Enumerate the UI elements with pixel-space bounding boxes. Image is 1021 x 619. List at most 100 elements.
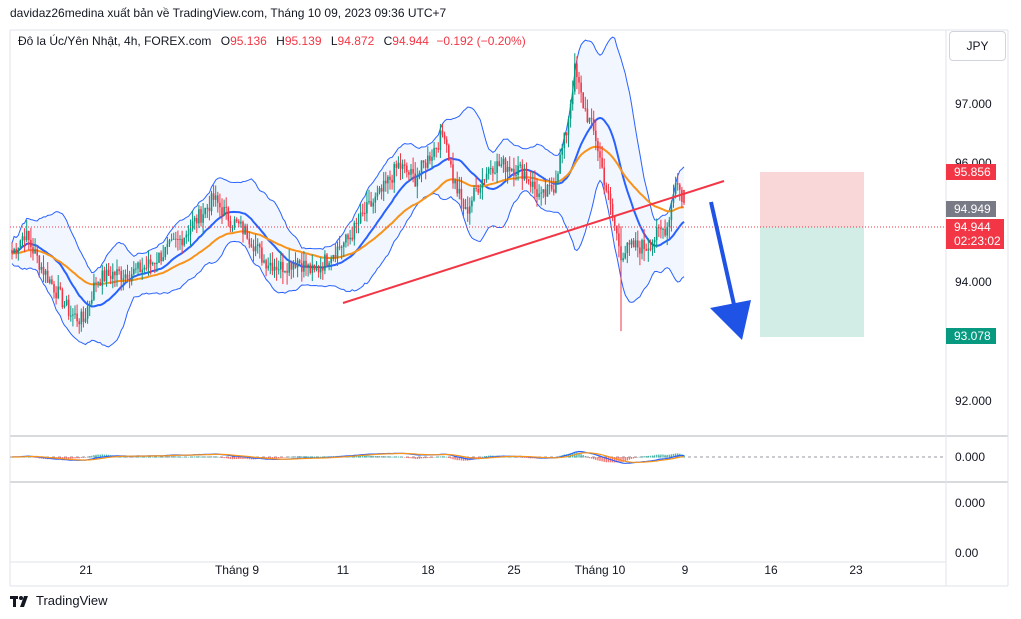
osc-histogram-bar — [590, 457, 593, 459]
candle-body — [303, 260, 305, 272]
osc-histogram-bar — [311, 456, 313, 458]
candle-body — [326, 254, 328, 266]
candles — [11, 53, 685, 334]
osc-histogram-bar — [158, 456, 160, 458]
candle-body — [78, 321, 80, 325]
osc-histogram-bar — [586, 457, 589, 458]
osc-histogram-bar — [422, 457, 425, 459]
osc-histogram-bar — [168, 456, 171, 458]
candle-body — [569, 104, 572, 119]
candle-body — [345, 234, 347, 243]
stop-loss-zone[interactable] — [760, 172, 864, 227]
candle-body — [473, 187, 475, 201]
osc-histogram-bar — [143, 456, 145, 458]
candle-body — [229, 220, 232, 228]
osc-histogram-bar — [204, 456, 206, 458]
candle-body — [177, 238, 179, 240]
candle-body — [559, 154, 561, 174]
candle-body — [586, 108, 589, 122]
osc-histogram-bar — [175, 456, 177, 458]
osc-histogram-bar — [244, 457, 246, 459]
down-arrow[interactable] — [709, 201, 751, 340]
candle-body — [282, 261, 284, 273]
candle-body — [143, 267, 146, 270]
osc-histogram-bar — [135, 456, 137, 458]
candle-body — [429, 155, 431, 161]
candle-body — [301, 263, 303, 272]
osc-histogram-bar — [380, 456, 383, 458]
candle-body — [309, 264, 311, 273]
candle-body — [605, 185, 608, 191]
candle-body — [561, 148, 563, 155]
candle-body — [439, 130, 442, 150]
tradingview-footer[interactable]: TradingView — [10, 593, 108, 608]
candle-body — [288, 261, 290, 273]
candle-body — [332, 254, 335, 259]
candle-body — [147, 259, 150, 268]
prev-close-label: 94.949 — [954, 202, 991, 216]
candle-body — [376, 192, 379, 197]
candle-body — [164, 247, 167, 258]
low-value: 94.872 — [337, 34, 375, 48]
candle-body — [130, 274, 133, 282]
candle-body — [658, 227, 660, 229]
take-profit-zone[interactable] — [760, 227, 864, 337]
osc-histogram-bar — [233, 457, 236, 460]
osc-histogram-bar — [404, 457, 406, 458]
candle-body — [475, 187, 477, 189]
osc-histogram-bar — [68, 457, 70, 459]
candle-body — [634, 240, 637, 248]
candle-body — [248, 238, 251, 245]
candle-body — [607, 190, 610, 194]
osc-histogram-bar — [202, 456, 204, 458]
candle-body — [319, 268, 322, 273]
osc-histogram-bar — [74, 457, 76, 459]
candle-body — [88, 303, 91, 307]
osc-histogram-bar — [452, 457, 454, 460]
price-tick-97: 97.000 — [955, 97, 992, 111]
candle-body — [315, 268, 318, 270]
trendline[interactable] — [342, 180, 725, 304]
osc-histogram-bar — [299, 456, 301, 458]
osc-histogram-bar — [481, 456, 484, 458]
candle-body — [53, 283, 55, 293]
bollinger-fill-area — [12, 37, 684, 347]
candle-body — [338, 246, 341, 248]
candle-body — [51, 279, 53, 284]
osc-histogram-bar — [362, 455, 364, 458]
candle-body — [340, 246, 343, 248]
osc-histogram-bar — [278, 457, 280, 459]
candle-body — [496, 161, 498, 173]
osc-histogram-bar — [236, 457, 238, 460]
candle-body — [683, 189, 685, 203]
candle-body — [193, 217, 196, 222]
osc-histogram-bar — [439, 456, 442, 458]
candle-body — [571, 91, 574, 105]
candle-body — [393, 164, 395, 183]
currency-button[interactable]: JPY — [949, 31, 1006, 61]
candle-body — [532, 181, 534, 187]
candle-body — [212, 193, 215, 200]
candle-body — [317, 268, 320, 273]
candle-body — [662, 228, 664, 230]
candle-body — [40, 266, 43, 270]
osc-histogram-bar — [385, 456, 387, 458]
osc-histogram-bar — [246, 457, 248, 460]
osc-histogram-bar — [38, 457, 40, 459]
osc-histogram-bar — [78, 457, 80, 459]
candle-body — [11, 250, 13, 254]
osc-histogram-bar — [418, 457, 421, 459]
candle-body — [513, 168, 515, 176]
osc-histogram-bar — [208, 456, 211, 458]
osc-histogram-bar — [97, 454, 99, 458]
osc-histogram-bar — [359, 455, 362, 458]
osc-histogram-bar — [149, 456, 152, 458]
osc-histogram-bar — [477, 457, 479, 458]
candle-body — [275, 266, 278, 270]
time-label-21: 21 — [79, 563, 93, 577]
osc-histogram-bar — [517, 457, 519, 458]
target-price-label-bg — [946, 328, 996, 344]
osc-histogram-bar — [221, 457, 223, 459]
candle-body — [334, 254, 337, 258]
